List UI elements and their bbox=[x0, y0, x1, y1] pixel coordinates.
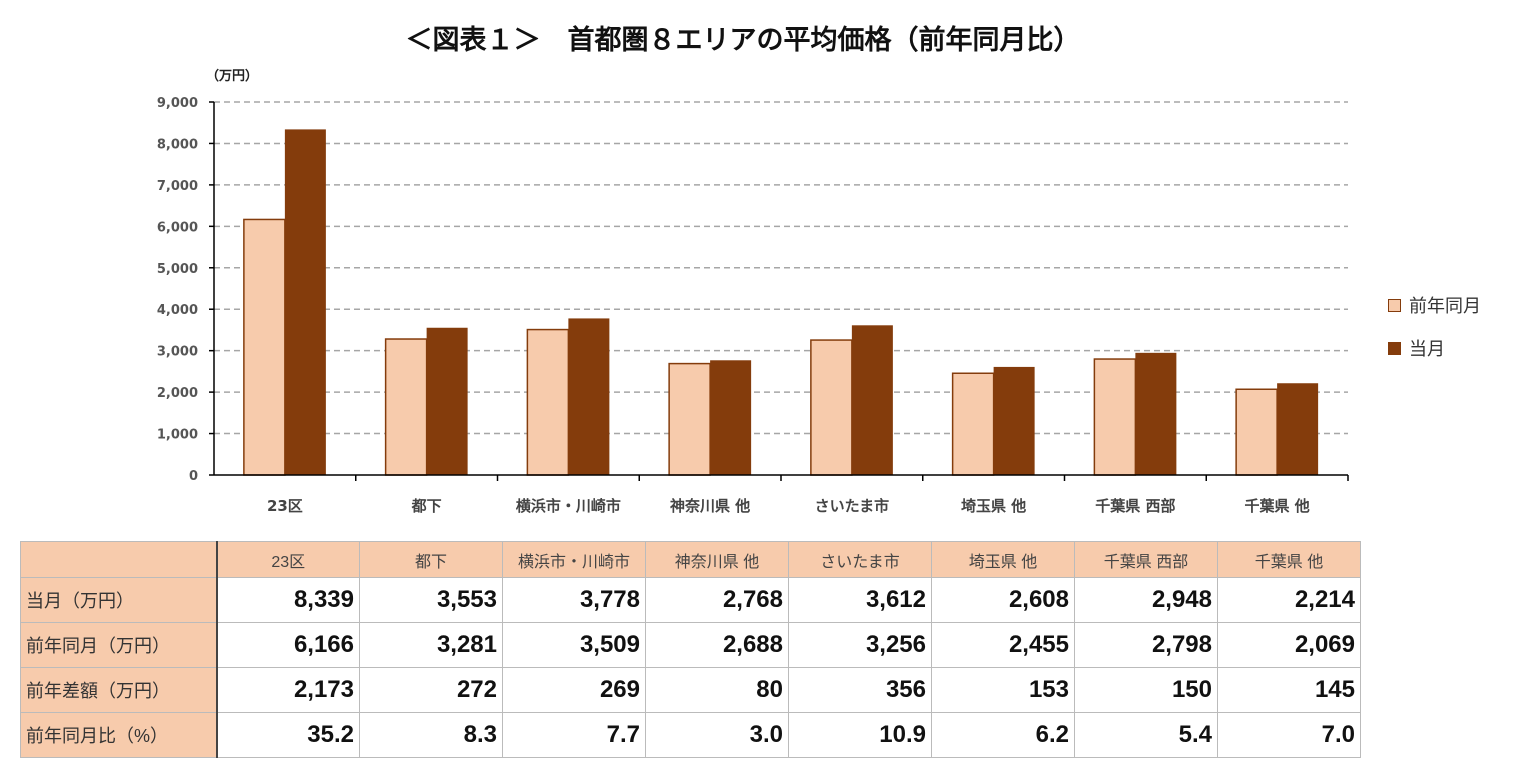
x-tick-label: 横浜市・川崎市 bbox=[516, 497, 621, 515]
table-cell: 2,214 bbox=[1217, 577, 1361, 623]
column-header: 23区 bbox=[216, 541, 360, 578]
column-header: 横浜市・川崎市 bbox=[502, 541, 646, 578]
table-cell: 10.9 bbox=[788, 712, 932, 758]
bar-current bbox=[568, 318, 610, 475]
table-cell: 8,339 bbox=[216, 577, 360, 623]
table-row: 前年差額（万円） 2,173 272 269 80 356 153 150 145 bbox=[20, 667, 1361, 713]
bar-prev-year bbox=[1093, 358, 1137, 476]
table-cell: 2,688 bbox=[645, 622, 789, 668]
table-cell: 2,798 bbox=[1074, 622, 1218, 668]
table-cell: 3,281 bbox=[359, 622, 503, 668]
bar-current bbox=[426, 327, 468, 475]
y-tick-label: 2,000 bbox=[157, 386, 198, 401]
bar-prev-year bbox=[243, 218, 286, 476]
y-tick-label: 9,000 bbox=[157, 96, 198, 111]
y-axis-unit: （万円） bbox=[206, 68, 258, 84]
x-tick-label: 埼玉県 他 bbox=[961, 497, 1026, 515]
table-cell: 3,778 bbox=[502, 577, 646, 623]
y-tick-label: 1,000 bbox=[157, 428, 198, 443]
table-cell: 5.4 bbox=[1074, 712, 1218, 758]
bar-current bbox=[851, 325, 893, 475]
table-cell: 8.3 bbox=[359, 712, 503, 758]
table-cell: 6,166 bbox=[216, 622, 360, 668]
legend-swatch-current bbox=[1388, 341, 1401, 355]
y-tick-label: 3,000 bbox=[157, 345, 198, 360]
data-table: 23区 都下 横浜市・川崎市 神奈川県 他さいたま市 埼玉県 他千葉県 西部 千葉県 他当… bbox=[20, 541, 1361, 758]
legend-label: 前年同月 bbox=[1409, 296, 1481, 317]
table-cell: 150 bbox=[1074, 667, 1218, 713]
table-row: 前年同月（万円） 6,166 3,281 3,509 2,688 3,256 2,455 2,… bbox=[20, 622, 1361, 668]
x-tick-label: 千葉県 西部 bbox=[1095, 497, 1175, 515]
table-row: 当月（万円） 8,339 3,553 3,778 2,768 3,612 2,608 2,94… bbox=[20, 577, 1361, 623]
bar-current bbox=[710, 360, 752, 475]
row-header: 当月（万円） bbox=[20, 577, 218, 623]
table-cell: 2,608 bbox=[931, 577, 1075, 623]
row-header: 前年同月（万円） bbox=[20, 622, 218, 668]
column-header: 都下 bbox=[359, 541, 503, 578]
table-cell: 3,509 bbox=[502, 622, 646, 668]
bar-current bbox=[993, 366, 1035, 475]
bar-current bbox=[284, 129, 326, 475]
table-cell: 3.0 bbox=[645, 712, 789, 758]
table-cell: 3,553 bbox=[359, 577, 503, 623]
table-row: 前年同月比（%） 35.2 8.3 7.7 3.0 10.9 6.2 5.4 7.0 bbox=[20, 712, 1361, 758]
bar-current bbox=[1135, 352, 1177, 475]
y-tick-label: 0 bbox=[189, 469, 198, 484]
chart-title: ＜図表１＞ 首都圏８エリアの平均価格（前年同月比） bbox=[405, 25, 1081, 56]
table-cell: 2,455 bbox=[931, 622, 1075, 668]
row-header: 前年同月比（%） bbox=[20, 712, 218, 758]
table-cell: 2,948 bbox=[1074, 577, 1218, 623]
table-header-row: 23区 都下 横浜市・川崎市 神奈川県 他さいたま市 埼玉県 他千葉県 西部 千葉県 他 bbox=[20, 541, 1361, 578]
column-header: 千葉県 他 bbox=[1217, 541, 1361, 578]
legend-label: 当月 bbox=[1409, 339, 1445, 360]
table-cell: 7.7 bbox=[502, 712, 646, 758]
y-tick-label: 4,000 bbox=[157, 303, 198, 318]
bar-prev-year bbox=[526, 328, 570, 476]
table-cell: 2,173 bbox=[216, 667, 360, 713]
table-cell: 2,069 bbox=[1217, 622, 1361, 668]
bar-prev-year bbox=[951, 372, 995, 476]
table-cell: 272 bbox=[359, 667, 503, 713]
table-cell: 80 bbox=[645, 667, 789, 713]
x-tick-label: 23区 bbox=[267, 497, 303, 515]
bar-chart: （万円） 0 1,000 2,000 3,000 4,000 5,000 6,000 7,000… bbox=[157, 68, 1349, 515]
table-cell: 153 bbox=[931, 667, 1075, 713]
table-cell: 356 bbox=[788, 667, 932, 713]
legend-item-prev-year: 前年同月 bbox=[1388, 292, 1481, 318]
bar-prev-year bbox=[810, 339, 853, 476]
x-tick-label: さいたま市 bbox=[815, 497, 890, 515]
bar-prev-year bbox=[668, 362, 711, 476]
x-tick-label: 千葉県 他 bbox=[1245, 497, 1310, 515]
column-header: 神奈川県 他 bbox=[645, 541, 789, 578]
column-header: さいたま市 bbox=[788, 541, 932, 578]
table-cell: 2,768 bbox=[645, 577, 789, 623]
legend-swatch-prev-year bbox=[1388, 298, 1401, 312]
table-corner bbox=[20, 541, 218, 578]
x-tick-label: 都下 bbox=[411, 497, 442, 515]
column-header: 千葉県 西部 bbox=[1074, 541, 1218, 578]
table-cell: 6.2 bbox=[931, 712, 1075, 758]
bar-prev-year bbox=[384, 338, 428, 476]
table-cell: 145 bbox=[1217, 667, 1361, 713]
y-tick-label: 5,000 bbox=[157, 262, 198, 277]
table-cell: 7.0 bbox=[1217, 712, 1361, 758]
table-cell: 35.2 bbox=[216, 712, 360, 758]
x-tick-label: 神奈川県 他 bbox=[670, 497, 750, 515]
column-header: 埼玉県 他 bbox=[931, 541, 1075, 578]
y-tick-label: 6,000 bbox=[157, 220, 198, 235]
y-tick-label: 8,000 bbox=[157, 137, 198, 152]
legend-item-current: 当月 bbox=[1388, 335, 1445, 361]
table-cell: 3,612 bbox=[788, 577, 932, 623]
table-cell: 3,256 bbox=[788, 622, 932, 668]
y-tick-label: 7,000 bbox=[157, 179, 198, 194]
bar-prev-year bbox=[1235, 388, 1278, 476]
bar-current bbox=[1277, 383, 1319, 475]
table-cell: 269 bbox=[502, 667, 646, 713]
row-header: 前年差額（万円） bbox=[20, 667, 218, 713]
